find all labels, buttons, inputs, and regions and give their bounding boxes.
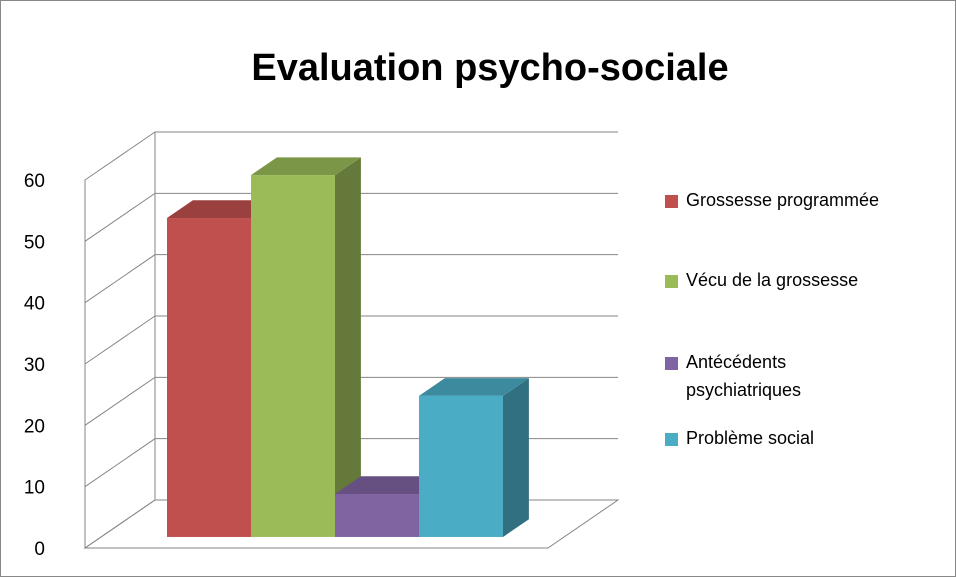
legend-label: Vécu de la grossesse xyxy=(686,270,859,290)
chart-title: Evaluation psycho-sociale xyxy=(251,47,728,89)
bar-side xyxy=(503,378,529,537)
legend-item: Vécu de la grossesse xyxy=(665,270,858,294)
legend-item: Antécédents psychiatriques xyxy=(665,352,890,404)
legend-label: Problème social xyxy=(686,428,815,448)
bar-top xyxy=(419,378,529,396)
y-tick-label: 0 xyxy=(34,539,45,560)
bar-front xyxy=(335,494,419,537)
y-tick-label: 20 xyxy=(24,416,45,437)
bar-top xyxy=(335,476,445,495)
legend-label: Antécédents psychiatriques xyxy=(686,352,802,400)
grid-line xyxy=(84,131,618,181)
legend-swatch xyxy=(665,275,678,288)
legend-swatch xyxy=(665,357,678,370)
legend-item: Problème social xyxy=(665,428,814,452)
legend-swatch xyxy=(665,433,678,446)
bar-side xyxy=(335,157,361,537)
bar-front xyxy=(419,395,503,537)
y-tick-label: 60 xyxy=(24,171,45,192)
bar-front xyxy=(167,218,251,537)
grid-line xyxy=(84,254,618,304)
y-tick-label: 40 xyxy=(24,294,45,315)
grid-line xyxy=(84,192,618,242)
grid-line xyxy=(84,376,618,426)
legend-swatch xyxy=(665,195,678,208)
y-tick-label: 10 xyxy=(24,478,45,499)
y-tick-label: 50 xyxy=(24,232,45,253)
bar-front xyxy=(251,175,335,537)
bar-top xyxy=(167,200,277,219)
legend-label: Grossesse programmée xyxy=(686,190,880,210)
grid-line xyxy=(84,315,618,365)
bar-top xyxy=(251,157,361,176)
y-tick-label: 30 xyxy=(24,355,45,376)
bar xyxy=(251,157,361,537)
legend-item: Grossesse programmée xyxy=(665,190,879,214)
bar xyxy=(419,378,529,537)
